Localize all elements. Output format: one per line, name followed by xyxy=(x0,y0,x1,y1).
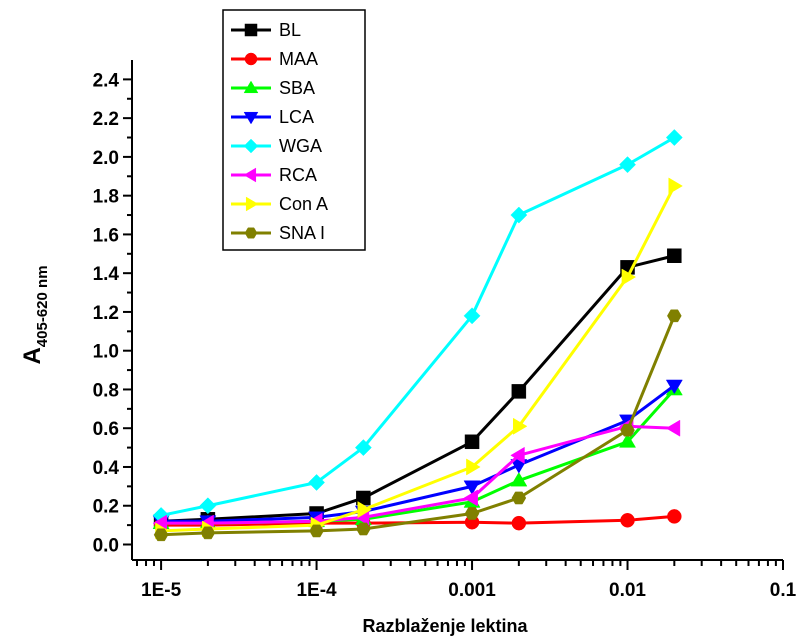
legend-label: LCA xyxy=(279,107,314,127)
data-point xyxy=(511,207,527,223)
y-tick-label: 0.2 xyxy=(93,497,119,518)
data-point xyxy=(465,435,479,449)
legend-swatch-marker xyxy=(245,24,257,36)
y-tick-label: 0.4 xyxy=(93,458,120,479)
y-tick-label: 1.0 xyxy=(93,342,119,363)
legend-swatch-marker xyxy=(245,53,257,65)
series-rca xyxy=(153,418,680,531)
y-tick-label: 1.8 xyxy=(93,187,119,208)
x-axis-title: Razblaženje lektina xyxy=(362,616,528,636)
legend-box xyxy=(223,10,365,250)
legend-label: WGA xyxy=(279,136,322,156)
legend-label: MAA xyxy=(279,49,318,69)
y-tick-label: 0.0 xyxy=(93,535,119,556)
data-point xyxy=(666,129,682,145)
y-tick-label: 2.4 xyxy=(93,70,120,91)
y-axis-title-sub: 405-620 nm xyxy=(34,265,51,347)
y-tick-label: 1.2 xyxy=(93,303,119,324)
legend-label: BL xyxy=(279,20,301,40)
series-line xyxy=(161,389,674,523)
data-point xyxy=(667,509,681,523)
legend-label: RCA xyxy=(279,165,317,185)
y-axis-title-main: A xyxy=(19,347,46,364)
y-tick-label: 1.6 xyxy=(93,225,119,246)
data-point xyxy=(667,249,681,263)
series-line xyxy=(161,316,674,535)
series-line xyxy=(161,426,674,523)
x-tick-label: 0.001 xyxy=(448,580,496,601)
x-tick-label: 0.01 xyxy=(609,580,646,601)
data-point xyxy=(200,498,216,514)
legend-label: SNA I xyxy=(279,223,325,243)
data-point xyxy=(621,513,635,527)
y-tick-label: 2.2 xyxy=(93,109,119,130)
y-tick-label: 1.4 xyxy=(93,264,120,285)
data-point xyxy=(513,418,527,434)
y-axis-title: A405-620 nm xyxy=(19,265,51,364)
data-point xyxy=(619,157,635,173)
series-bl xyxy=(154,249,681,529)
x-tick-label: 1E-5 xyxy=(141,580,182,601)
data-point xyxy=(669,178,683,194)
legend: BL MAA SBA LCA WGA RCA Con A SNA I xyxy=(223,10,365,250)
y-tick-label: 0.6 xyxy=(93,419,119,440)
data-point xyxy=(512,384,526,398)
series-line xyxy=(161,256,674,522)
x-tick-label: 0.1 xyxy=(770,580,797,601)
y-tick-label: 0.8 xyxy=(93,380,119,401)
data-point xyxy=(667,310,681,322)
data-point xyxy=(666,420,680,436)
y-tick-label: 2.0 xyxy=(93,148,119,169)
legend-label: SBA xyxy=(279,78,315,98)
data-point xyxy=(512,516,526,530)
x-tick-label: 1E-4 xyxy=(296,580,337,601)
legend-label: Con A xyxy=(279,194,328,214)
